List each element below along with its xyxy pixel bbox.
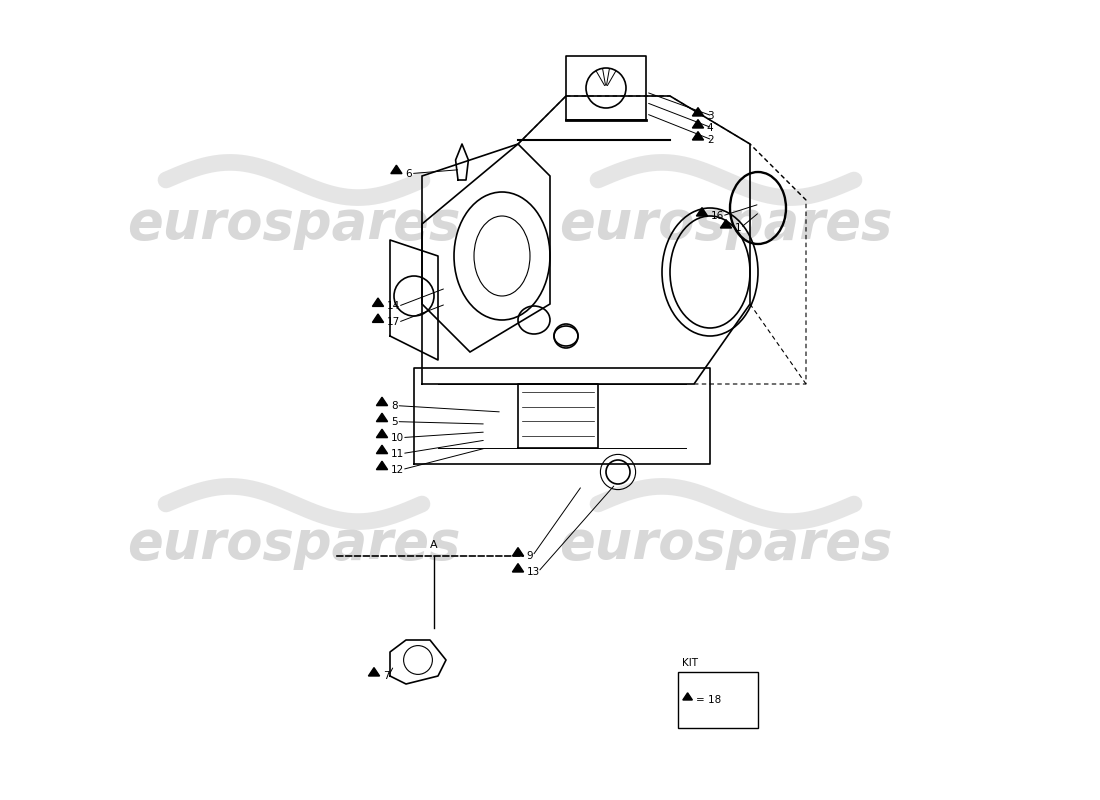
Text: 11: 11 bbox=[390, 449, 404, 458]
Text: 9: 9 bbox=[527, 551, 534, 561]
Text: A: A bbox=[430, 541, 438, 550]
Text: 3: 3 bbox=[707, 111, 714, 121]
Polygon shape bbox=[692, 131, 704, 140]
Text: KIT: KIT bbox=[682, 658, 698, 668]
Bar bbox=[678, 672, 758, 728]
Text: 13: 13 bbox=[527, 567, 540, 577]
Text: 8: 8 bbox=[390, 401, 397, 410]
Polygon shape bbox=[376, 413, 387, 422]
Polygon shape bbox=[373, 298, 384, 306]
Polygon shape bbox=[376, 445, 387, 454]
Polygon shape bbox=[692, 119, 704, 128]
Text: 16: 16 bbox=[711, 211, 724, 221]
Text: eurospares: eurospares bbox=[559, 518, 893, 570]
Polygon shape bbox=[683, 693, 692, 700]
Text: 1: 1 bbox=[735, 223, 741, 233]
Text: 14: 14 bbox=[387, 302, 400, 311]
Polygon shape bbox=[696, 208, 707, 216]
Text: 5: 5 bbox=[390, 417, 397, 426]
Polygon shape bbox=[368, 667, 379, 676]
Text: 12: 12 bbox=[390, 465, 404, 474]
Polygon shape bbox=[513, 547, 524, 556]
Text: eurospares: eurospares bbox=[559, 198, 893, 250]
Text: 7: 7 bbox=[383, 671, 389, 681]
Polygon shape bbox=[720, 219, 732, 228]
Text: 6: 6 bbox=[405, 169, 411, 178]
Polygon shape bbox=[373, 314, 384, 322]
Text: eurospares: eurospares bbox=[128, 518, 461, 570]
Polygon shape bbox=[376, 398, 387, 406]
Polygon shape bbox=[390, 166, 402, 174]
Text: = 18: = 18 bbox=[695, 695, 721, 705]
Polygon shape bbox=[376, 461, 387, 470]
Text: 4: 4 bbox=[707, 123, 714, 133]
Text: eurospares: eurospares bbox=[128, 198, 461, 250]
Text: 2: 2 bbox=[707, 135, 714, 145]
Polygon shape bbox=[692, 108, 704, 116]
Text: 17: 17 bbox=[387, 318, 400, 327]
Text: 10: 10 bbox=[390, 433, 404, 442]
Polygon shape bbox=[376, 429, 387, 438]
Polygon shape bbox=[513, 563, 524, 572]
